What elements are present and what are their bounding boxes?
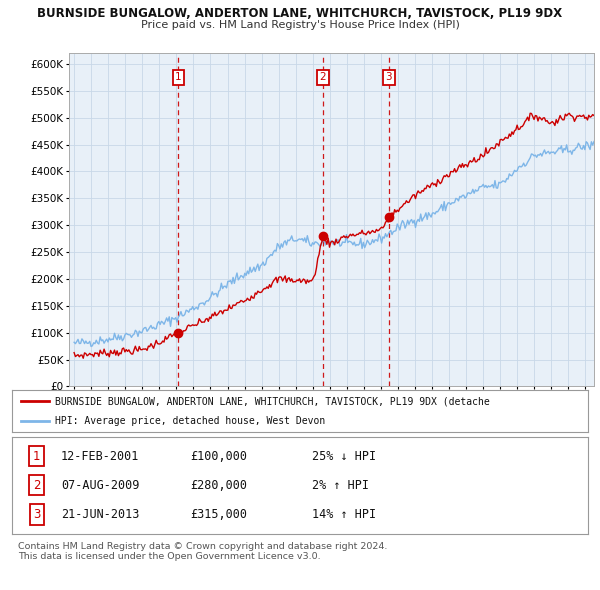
- Text: Price paid vs. HM Land Registry's House Price Index (HPI): Price paid vs. HM Land Registry's House …: [140, 20, 460, 30]
- Text: BURNSIDE BUNGALOW, ANDERTON LANE, WHITCHURCH, TAVISTOCK, PL19 9DX: BURNSIDE BUNGALOW, ANDERTON LANE, WHITCH…: [37, 7, 563, 20]
- Text: 3: 3: [33, 508, 40, 521]
- Text: 14% ↑ HPI: 14% ↑ HPI: [311, 508, 376, 521]
- Text: 2: 2: [320, 73, 326, 82]
- Text: 1: 1: [33, 450, 41, 463]
- Text: £280,000: £280,000: [191, 478, 248, 492]
- Text: 07-AUG-2009: 07-AUG-2009: [61, 478, 139, 492]
- Text: 3: 3: [386, 73, 392, 82]
- Text: HPI: Average price, detached house, West Devon: HPI: Average price, detached house, West…: [55, 416, 325, 426]
- Text: Contains HM Land Registry data © Crown copyright and database right 2024.
This d: Contains HM Land Registry data © Crown c…: [18, 542, 388, 561]
- Text: £315,000: £315,000: [191, 508, 248, 521]
- Text: 1: 1: [175, 73, 182, 82]
- Text: 2: 2: [33, 478, 41, 492]
- Text: 12-FEB-2001: 12-FEB-2001: [61, 450, 139, 463]
- Text: 25% ↓ HPI: 25% ↓ HPI: [311, 450, 376, 463]
- Text: 2% ↑ HPI: 2% ↑ HPI: [311, 478, 368, 492]
- Text: 21-JUN-2013: 21-JUN-2013: [61, 508, 139, 521]
- Text: £100,000: £100,000: [191, 450, 248, 463]
- Text: BURNSIDE BUNGALOW, ANDERTON LANE, WHITCHURCH, TAVISTOCK, PL19 9DX (detache: BURNSIDE BUNGALOW, ANDERTON LANE, WHITCH…: [55, 396, 490, 407]
